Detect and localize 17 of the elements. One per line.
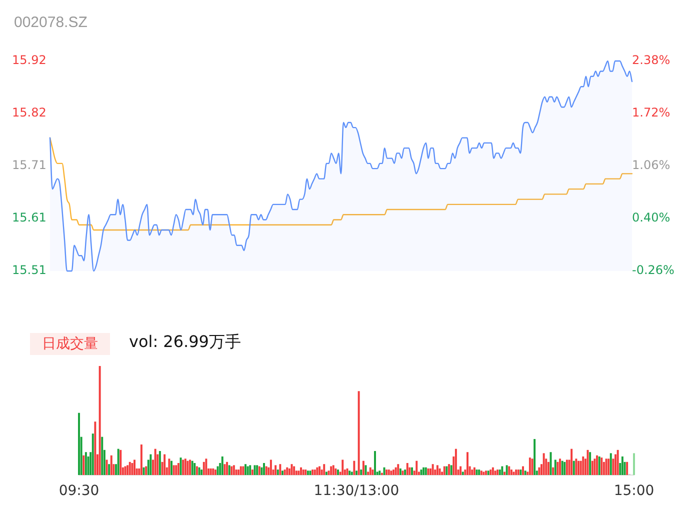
x-tick-label: 15:00 bbox=[614, 483, 654, 500]
y-tick-label: 15.51 bbox=[12, 263, 46, 278]
chart-subtitle: vol: 26.99万手 bbox=[129, 331, 241, 353]
y-tick-label: 15.82 bbox=[12, 106, 46, 120]
x-tick-label: 11:30/13:00 bbox=[314, 483, 400, 500]
x-tick-label: 09:30 bbox=[58, 483, 100, 500]
y2-tick-label: 2.38% bbox=[632, 53, 670, 68]
y2-tick-label: -0.26% bbox=[632, 263, 674, 278]
y-tick-label: 15.71 bbox=[12, 158, 46, 172]
y-tick-label: 15.61 bbox=[12, 210, 46, 225]
y2-tick-label: 0.40% bbox=[632, 210, 670, 225]
line-series bbox=[49, 137, 633, 231]
y2-tick-label: 1.72% bbox=[632, 106, 670, 120]
chart-title: 002078.SZ bbox=[14, 14, 88, 31]
y2-tick-label: 1.06% bbox=[632, 158, 670, 172]
y-tick-label: 15.92 bbox=[12, 53, 46, 68]
tab: 日成交量 bbox=[30, 333, 110, 355]
